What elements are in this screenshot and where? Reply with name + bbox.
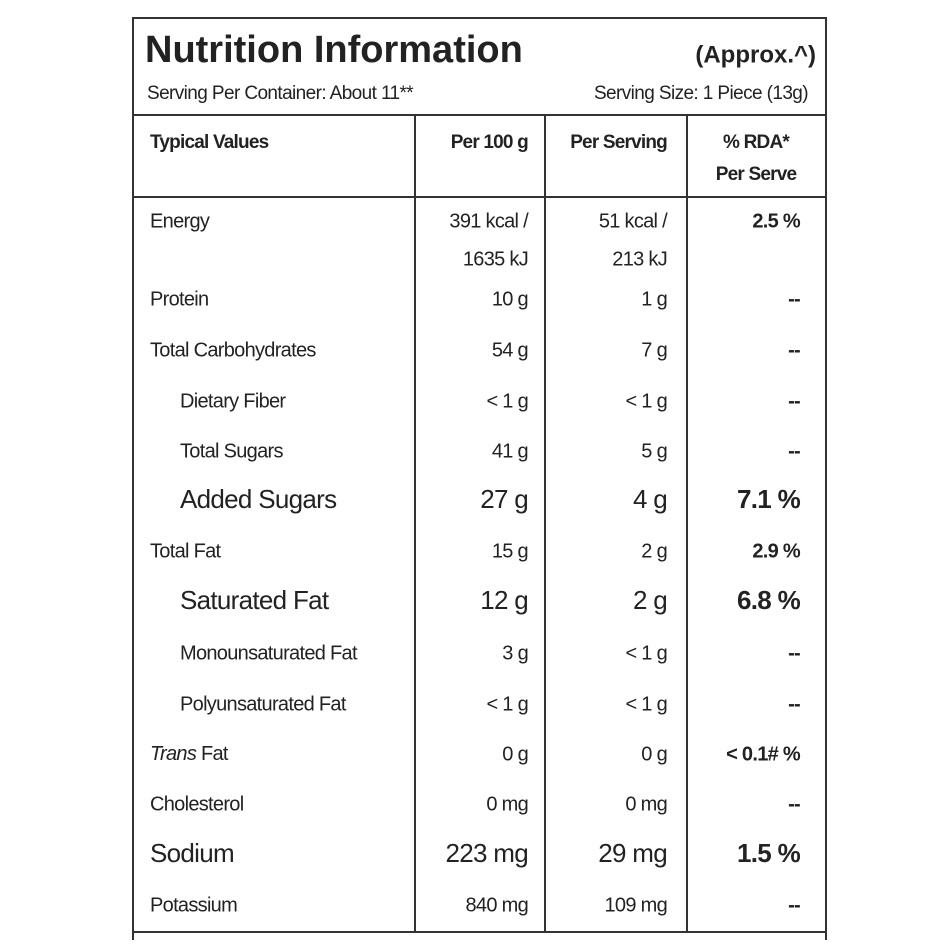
- column-header: Per Serve: [716, 164, 797, 185]
- column-header: % RDA*: [723, 132, 790, 153]
- nutrient-value: 7 g: [641, 339, 667, 361]
- nutrient-value: < 1 g: [486, 390, 528, 412]
- nutrient-value: 2.9 %: [752, 540, 801, 562]
- nutrient-value: 1635 kJ: [463, 248, 528, 270]
- nutrient-name: Potassium: [150, 894, 237, 916]
- nutrient-value: 5 g: [641, 440, 667, 462]
- nutrient-value: 6.8 %: [737, 585, 801, 615]
- nutrient-name: Cholesterol: [150, 793, 244, 815]
- nutrient-value: 0 g: [502, 743, 528, 765]
- nutrient-value: --: [788, 440, 800, 462]
- nutrient-name: Protein: [150, 288, 208, 310]
- nutrient-value: 109 mg: [604, 894, 667, 916]
- nutrient-name: Saturated Fat: [180, 585, 330, 615]
- nutrient-value: 10 g: [492, 288, 528, 310]
- nutrient-value: 29 mg: [598, 838, 667, 868]
- nutrient-name: Total Sugars: [180, 440, 283, 462]
- nutrient-value: < 1 g: [486, 693, 528, 715]
- nutrient-value: --: [788, 793, 800, 815]
- nutrient-value: 7.1 %: [737, 484, 801, 514]
- title: Nutrition Information: [145, 29, 523, 71]
- nutrient-value: --: [788, 642, 800, 664]
- nutrient-value: 4 g: [633, 484, 667, 514]
- nutrient-value: 3 g: [502, 642, 528, 664]
- nutrient-name: Total Fat: [150, 540, 222, 562]
- column-header: Per 100 g: [451, 132, 528, 153]
- nutrient-name: Total Carbohydrates: [150, 339, 316, 361]
- nutrient-value: 2 g: [641, 540, 667, 562]
- nutrient-value: 391 kcal /: [449, 210, 529, 232]
- nutrient-name: Added Sugars: [180, 484, 337, 514]
- nutrient-name: Energy: [150, 210, 210, 232]
- serving-size: Serving Size: 1 Piece (13g): [594, 83, 808, 104]
- nutrient-name: Monounsaturated Fat: [180, 642, 358, 664]
- nutrient-value: --: [788, 894, 800, 916]
- nutrient-name: Sodium: [150, 838, 234, 868]
- nutrient-name: Trans Fat: [150, 743, 229, 765]
- nutrient-value: 27 g: [480, 484, 528, 514]
- nutrient-value: 223 mg: [445, 838, 528, 868]
- nutrient-value: 840 mg: [465, 894, 528, 916]
- nutrient-value: 54 g: [492, 339, 528, 361]
- nutrient-value: 51 kcal /: [599, 210, 668, 232]
- nutrient-value: 0 mg: [486, 793, 528, 815]
- nutrient-value: --: [788, 339, 800, 361]
- nutrient-value: 12 g: [480, 585, 528, 615]
- nutrient-value: 0 mg: [625, 793, 667, 815]
- nutrient-name: Polyunsaturated Fat: [180, 693, 347, 715]
- nutrient-value: 1.5 %: [737, 838, 801, 868]
- serving-per-container: Serving Per Container: About 11**: [147, 83, 414, 104]
- nutrient-value: 2.5 %: [752, 210, 801, 232]
- nutrient-value: < 0.1# %: [726, 743, 801, 765]
- nutrient-value: < 1 g: [625, 693, 667, 715]
- nutrient-value: < 1 g: [625, 642, 667, 664]
- nutrient-name: Dietary Fiber: [180, 390, 286, 412]
- approx: (Approx.^): [695, 41, 816, 68]
- nutrient-value: 15 g: [492, 540, 528, 562]
- nutrient-value: 1 g: [641, 288, 667, 310]
- nutrient-value: 41 g: [492, 440, 528, 462]
- nutrient-value: 2 g: [633, 585, 667, 615]
- nutrient-value: --: [788, 390, 800, 412]
- column-header: Per Serving: [570, 132, 667, 153]
- nutrient-value: --: [788, 288, 800, 310]
- label-border: [132, 17, 827, 945]
- nutrient-value: < 1 g: [625, 390, 667, 412]
- nutrient-value: 213 kJ: [612, 248, 667, 270]
- column-header: Typical Values: [150, 132, 269, 153]
- nutrient-value: --: [788, 693, 800, 715]
- nutrient-value: 0 g: [641, 743, 667, 765]
